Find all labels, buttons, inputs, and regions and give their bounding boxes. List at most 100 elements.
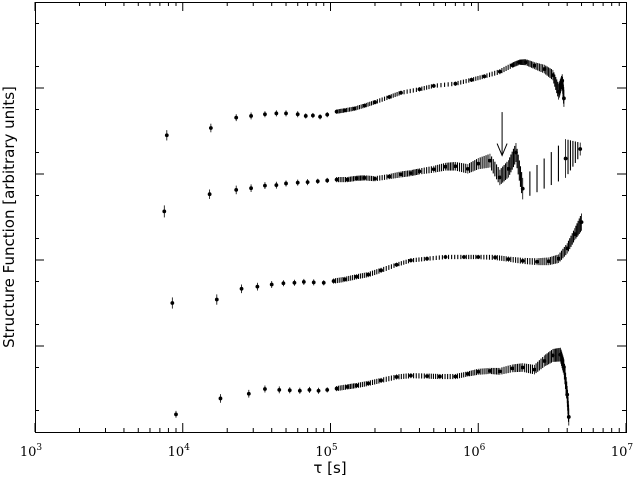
data-point <box>387 95 392 99</box>
data-point <box>510 366 515 371</box>
data-point <box>408 373 413 378</box>
x-axis-label: τ [s] <box>313 459 346 477</box>
data-point <box>334 177 339 182</box>
data-point <box>394 375 399 379</box>
data-point <box>311 280 316 285</box>
data-point <box>249 114 253 118</box>
data-point <box>465 166 470 171</box>
series-2 <box>162 139 583 218</box>
data-point <box>255 284 260 289</box>
y-axis-label: Structure Function [arbitrary units] <box>0 86 18 348</box>
data-point <box>532 367 537 372</box>
data-point <box>218 396 223 401</box>
data-point <box>295 180 300 185</box>
data-point <box>325 178 330 183</box>
data-point <box>297 388 302 393</box>
x-tick-label-base: 10 <box>315 445 332 460</box>
data-point <box>453 164 458 169</box>
data-point <box>321 280 326 285</box>
x-tick-label: 107 <box>611 443 634 460</box>
series-layer <box>162 59 584 426</box>
series-4 <box>174 347 571 426</box>
data-point <box>520 365 525 370</box>
x-tick-label-base: 10 <box>168 445 185 460</box>
data-point <box>345 384 350 389</box>
data-point <box>443 164 448 169</box>
data-point <box>362 103 367 108</box>
data-point <box>387 174 392 179</box>
data-point <box>408 258 413 263</box>
data-point <box>394 262 399 267</box>
data-point <box>476 161 481 166</box>
arrow-annotation <box>496 112 508 157</box>
data-point <box>174 412 178 417</box>
data-point <box>497 369 502 374</box>
data-point <box>488 158 492 163</box>
data-point <box>292 280 297 285</box>
data-point <box>443 255 448 259</box>
data-point <box>301 280 306 284</box>
x-axis-tick-labels: 103 104 105 106 107 <box>20 443 634 460</box>
annotation-layer <box>496 112 508 157</box>
data-point <box>208 126 213 130</box>
data-point <box>318 114 322 119</box>
data-point <box>366 272 371 277</box>
data-point <box>162 209 167 214</box>
data-point <box>476 369 481 374</box>
data-point <box>315 179 320 184</box>
data-point <box>284 181 288 186</box>
data-point <box>578 147 583 151</box>
x-tick-label-exponent: 6 <box>480 443 486 453</box>
data-point <box>307 387 312 392</box>
data-point <box>425 374 429 378</box>
data-point <box>437 374 442 379</box>
data-point <box>482 74 487 79</box>
data-point <box>462 255 466 259</box>
x-tick-label: 105 <box>315 443 338 460</box>
data-point <box>379 378 383 383</box>
data-point <box>263 112 267 117</box>
data-point <box>469 77 474 82</box>
series-1 <box>164 59 566 141</box>
data-point <box>352 106 357 111</box>
data-point <box>170 301 175 305</box>
x-tick-label-base: 10 <box>20 445 37 460</box>
data-point <box>425 256 429 261</box>
data-point <box>277 387 282 392</box>
data-point <box>334 386 339 391</box>
data-point <box>373 100 377 105</box>
data-point <box>284 111 288 116</box>
x-tick-label: 106 <box>463 443 486 460</box>
data-point <box>269 282 274 287</box>
data-point <box>431 83 436 88</box>
data-point <box>249 186 253 191</box>
data-point <box>506 257 511 262</box>
data-point <box>274 111 279 116</box>
x-axis-ticks <box>34 2 627 432</box>
data-point <box>476 255 481 259</box>
x-tick-label-exponent: 5 <box>332 443 338 453</box>
series-1-dense-band <box>337 59 565 114</box>
data-point <box>263 183 267 188</box>
arrow-head <box>496 143 508 157</box>
data-point <box>535 259 539 264</box>
data-point <box>399 172 403 177</box>
data-point <box>497 69 502 74</box>
data-point <box>325 112 330 117</box>
x-tick-label-base: 10 <box>611 445 628 460</box>
x-tick-label-exponent: 7 <box>627 443 633 453</box>
data-point <box>316 388 321 393</box>
data-point <box>287 388 292 393</box>
data-point <box>331 279 336 283</box>
data-point <box>431 167 436 172</box>
data-point <box>493 255 497 260</box>
data-point <box>488 369 492 373</box>
data-point <box>453 374 458 379</box>
data-point <box>305 180 310 185</box>
data-point <box>234 115 239 120</box>
x-tick-label-base: 10 <box>463 445 480 460</box>
series-3-dense-band <box>334 215 581 284</box>
data-point <box>164 133 169 138</box>
data-point <box>354 383 359 388</box>
